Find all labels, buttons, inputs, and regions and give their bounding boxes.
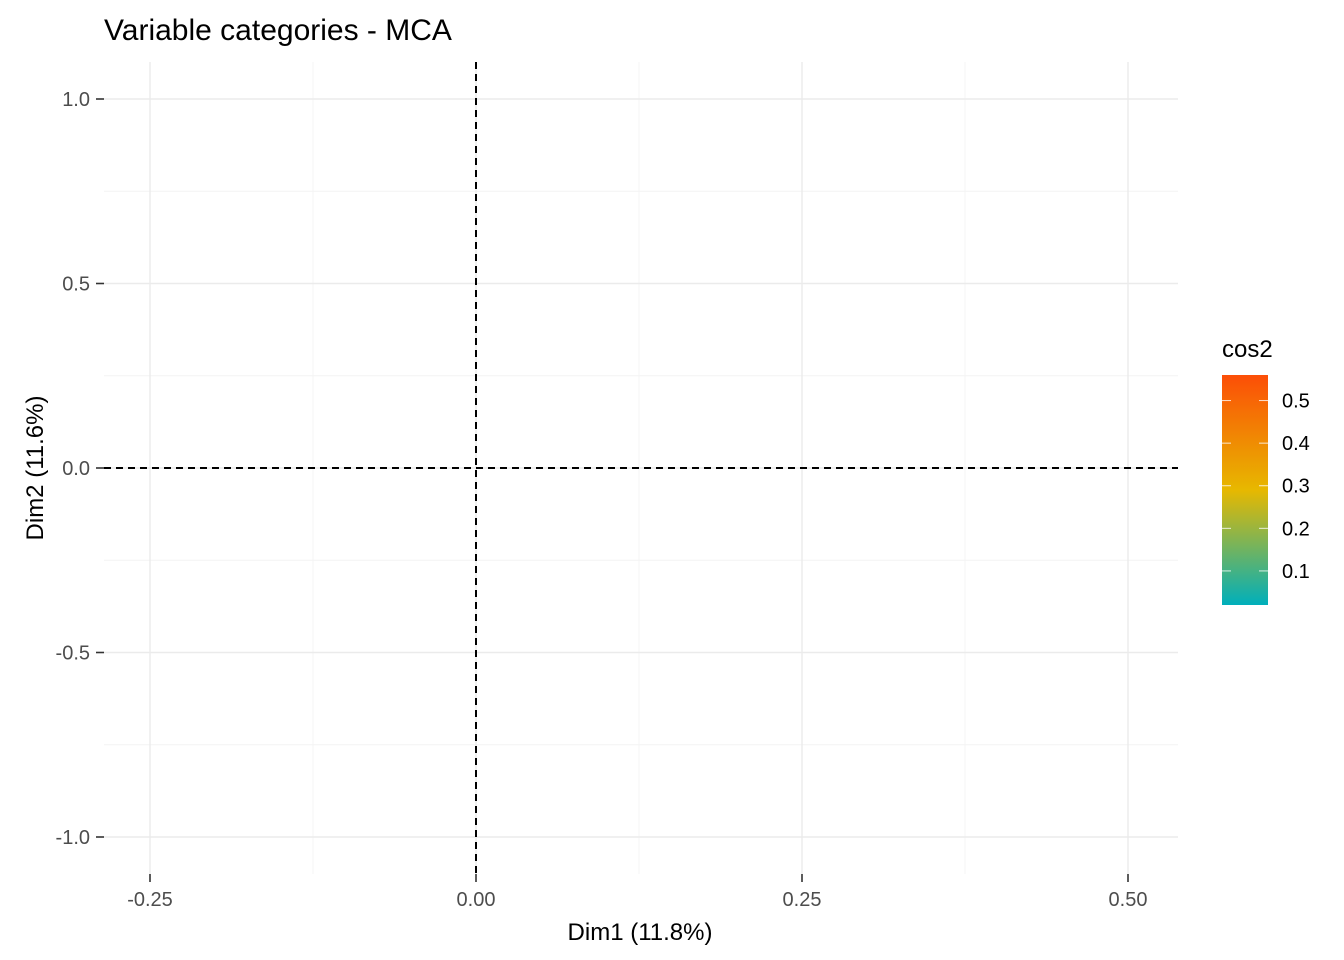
y-axis: -1.0 -0.5 0.0 0.5 1.0 bbox=[56, 89, 104, 849]
chart-title: Variable categories - MCA bbox=[104, 14, 452, 47]
x-tick-label: 0.50 bbox=[1109, 889, 1148, 911]
legend-tick-label: 0.4 bbox=[1282, 433, 1310, 455]
y-tick-label: 0.5 bbox=[62, 274, 90, 296]
y-tick-label: -0.5 bbox=[56, 643, 90, 665]
x-axis: -0.25 0.00 0.25 0.50 bbox=[127, 874, 1147, 911]
y-tick-label: 1.0 bbox=[62, 89, 90, 111]
legend-ticks: 0.1 0.2 0.3 0.4 0.5 bbox=[1222, 391, 1310, 583]
reference-lines bbox=[104, 62, 1178, 874]
legend-tick-label: 0.5 bbox=[1282, 391, 1310, 413]
legend-tick-label: 0.3 bbox=[1282, 476, 1310, 498]
x-tick-label: 0.00 bbox=[457, 889, 496, 911]
legend: cos2 0.1 0.2 0.3 0.4 0.5 bbox=[1222, 336, 1310, 605]
x-tick-label: -0.25 bbox=[127, 889, 173, 911]
x-tick-label: 0.25 bbox=[783, 889, 822, 911]
legend-tick-label: 0.2 bbox=[1282, 518, 1310, 540]
y-tick-label: 0.0 bbox=[62, 458, 90, 480]
y-axis-title: Dim2 (11.6%) bbox=[22, 396, 49, 541]
x-axis-title: Dim1 (11.8%) bbox=[568, 919, 713, 946]
legend-colorbar bbox=[1222, 375, 1268, 605]
y-tick-label: -1.0 bbox=[56, 827, 90, 849]
legend-title: cos2 bbox=[1222, 336, 1273, 363]
legend-tick-label: 0.1 bbox=[1282, 561, 1310, 583]
